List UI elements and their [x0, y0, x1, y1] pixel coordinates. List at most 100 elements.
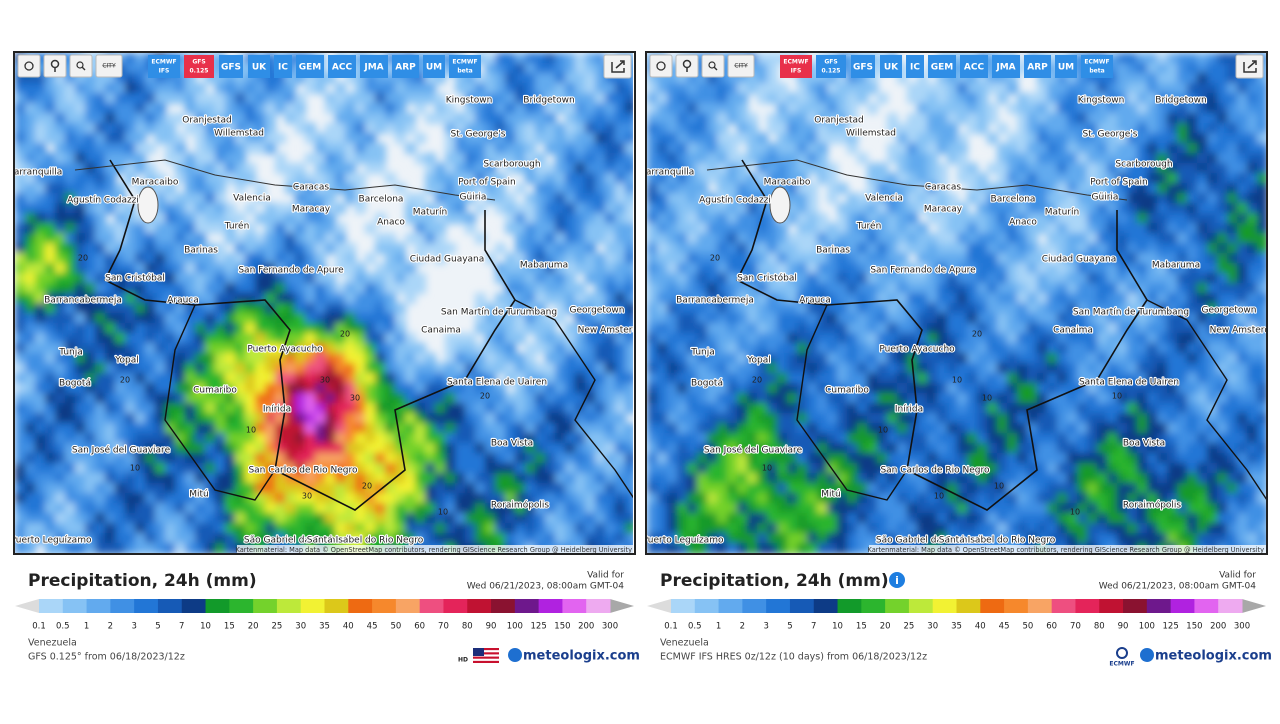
precip-cell	[1007, 283, 1018, 294]
precip-cell	[677, 373, 688, 384]
precip-cell	[205, 453, 216, 464]
precip-cell	[987, 83, 998, 94]
precip-cell	[165, 113, 176, 124]
precip-cell	[1177, 233, 1188, 244]
precip-cell	[285, 233, 296, 244]
precip-cell	[1127, 233, 1138, 244]
precip-cell	[85, 283, 96, 294]
valid-label: Valid for	[587, 571, 624, 581]
precip-cell	[595, 473, 606, 484]
precip-cell	[807, 353, 818, 364]
precip-cell	[125, 493, 136, 504]
precip-cell	[415, 453, 426, 464]
precip-cell	[647, 363, 658, 374]
precip-cell	[205, 273, 216, 284]
precip-cell	[967, 283, 978, 294]
precip-cell	[155, 243, 166, 254]
precip-cell	[565, 53, 576, 64]
precip-cell	[987, 263, 998, 274]
precip-cell	[927, 123, 938, 134]
precip-cell	[897, 383, 908, 394]
tool-button[interactable]	[44, 55, 66, 77]
precip-cell	[345, 413, 356, 424]
precip-cell	[1047, 283, 1058, 294]
precip-cell	[275, 303, 286, 314]
city-label: Puerto Leguízamo	[11, 536, 92, 546]
precip-cell	[555, 293, 566, 304]
precip-cell	[535, 53, 546, 64]
precip-cell	[677, 283, 688, 294]
precip-cell	[927, 163, 938, 174]
precip-cell	[415, 243, 426, 254]
precip-cell	[827, 163, 838, 174]
precip-cell	[45, 233, 56, 244]
precip-cell	[285, 363, 296, 374]
precip-cell	[195, 273, 206, 284]
precip-cell	[565, 503, 576, 514]
precip-cell	[545, 213, 556, 224]
precip-cell	[615, 433, 626, 444]
precip-cell	[1077, 363, 1088, 374]
precip-cell	[1027, 123, 1038, 134]
precip-cell	[395, 103, 406, 114]
precip-cell	[385, 283, 396, 294]
precip-cell	[425, 353, 436, 364]
precip-cell	[35, 233, 46, 244]
tool-button[interactable]	[70, 55, 92, 77]
precip-cell	[797, 253, 808, 264]
precip-cell	[847, 343, 858, 354]
precip-cell	[877, 243, 888, 254]
precip-cell	[585, 353, 596, 364]
precip-cell	[195, 323, 206, 334]
precip-cell	[45, 203, 56, 214]
precip-cell	[857, 313, 868, 324]
precip-cell	[827, 373, 838, 384]
precip-cell	[1247, 263, 1258, 274]
precip-cell	[1027, 313, 1038, 324]
precip-cell	[305, 243, 316, 254]
precip-cell	[1047, 123, 1058, 134]
precip-cell	[595, 213, 606, 224]
precip-cell	[827, 353, 838, 364]
precip-cell	[887, 283, 898, 294]
precip-cell	[1057, 193, 1068, 204]
precip-cell	[817, 283, 828, 294]
precip-cell	[697, 263, 708, 274]
precip-cell	[887, 183, 898, 194]
precip-cell	[135, 263, 146, 274]
precip-cell	[1147, 223, 1158, 234]
precip-cell	[1227, 243, 1238, 254]
precip-cell	[225, 303, 236, 314]
precip-cell	[1147, 73, 1158, 84]
precip-cell	[395, 93, 406, 104]
precip-cell	[1057, 113, 1068, 124]
precip-cell	[425, 223, 436, 234]
precip-cell	[265, 483, 276, 494]
precip-cell	[817, 263, 828, 274]
precip-cell	[1147, 353, 1158, 364]
precip-cell	[657, 133, 668, 144]
tool-button[interactable]	[18, 55, 40, 77]
precip-cell	[35, 223, 46, 234]
precip-cell	[315, 413, 326, 424]
precip-cell	[65, 363, 76, 374]
precip-cell	[927, 293, 938, 304]
precip-cell	[405, 233, 416, 244]
precip-cell	[797, 113, 808, 124]
precip-cell	[1237, 153, 1248, 164]
precip-cell	[415, 233, 426, 244]
precip-cell	[727, 83, 738, 94]
precip-cell	[365, 253, 376, 264]
precip-cell	[355, 93, 366, 104]
precip-cell	[65, 513, 76, 524]
precip-cell	[867, 183, 878, 194]
precip-cell	[1047, 143, 1058, 154]
precip-cell	[485, 53, 496, 64]
precip-cell	[105, 393, 116, 404]
precip-cell	[545, 433, 556, 444]
precip-cell	[907, 233, 918, 244]
precip-cell	[105, 493, 116, 504]
precip-cell	[405, 413, 416, 424]
precip-cell	[797, 333, 808, 344]
precip-cell	[605, 203, 616, 214]
